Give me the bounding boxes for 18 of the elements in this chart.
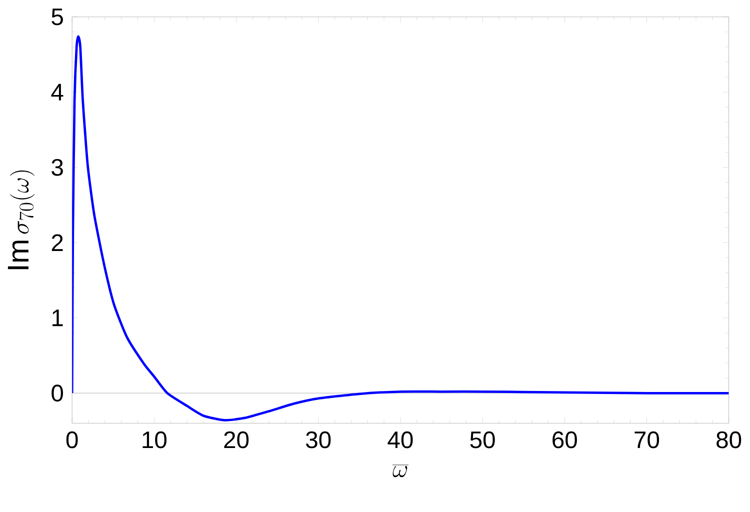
y-axis-title: $\mathrm{Im}\,\sigma_{70}(\omega)$ xyxy=(8,170,35,270)
x-tick-label: 60 xyxy=(552,432,577,448)
y-tick-label: 4 xyxy=(51,84,64,101)
y-tick-label: 0 xyxy=(52,384,64,402)
y-tick-label: 2 xyxy=(52,234,63,252)
x-tick-label: 10 xyxy=(142,432,166,448)
x-tick-label: 30 xyxy=(306,432,331,448)
x-axis-title: $\overline{\omega}$ xyxy=(392,465,408,478)
x-tick-label: 80 xyxy=(716,432,742,448)
y-tick-label: 3 xyxy=(52,159,63,176)
x-tick-label: 20 xyxy=(224,432,249,448)
x-tick-label: 0 xyxy=(66,432,78,448)
x-tick-label: 50 xyxy=(470,432,495,448)
x-tick-label: 70 xyxy=(634,432,660,448)
y-tick-label: 5 xyxy=(52,8,63,26)
line-series xyxy=(72,35,729,422)
x-tick-label: 40 xyxy=(388,432,413,448)
y-tick-label: 1 xyxy=(52,310,63,326)
